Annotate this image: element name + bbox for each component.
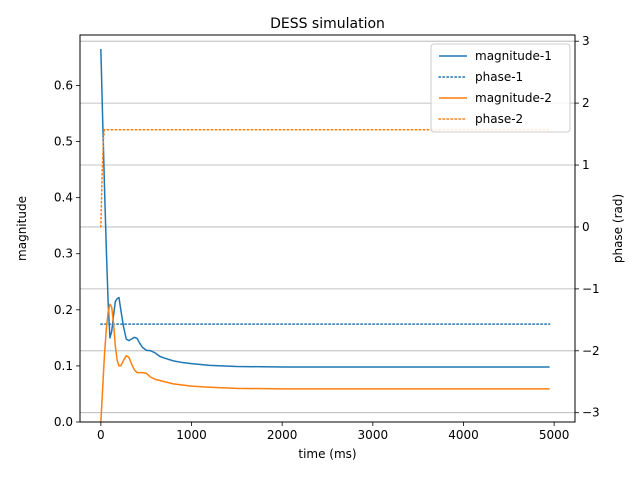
- y-tick-label-right: −2: [582, 344, 600, 358]
- y-axis-title-left: magnitude: [15, 196, 29, 261]
- x-tick-label: 4000: [448, 428, 479, 442]
- y-tick-label-right: 3: [582, 34, 590, 48]
- x-tick-label: 2000: [267, 428, 298, 442]
- x-tick-label: 3000: [358, 428, 389, 442]
- axes-layer: 0 1000 2000 3000 4000 5000 0.0 0.1 0.2 0.3 0.4 0.5 0…: [54, 34, 600, 442]
- series-line-magnitude-2: [100, 303, 550, 423]
- y-tick-label-right: 1: [582, 158, 590, 172]
- legend-label: phase-1: [475, 70, 523, 84]
- y-tick-label-left: 0.6: [54, 78, 73, 92]
- legend-label: phase-2: [475, 112, 523, 126]
- plot-frame: [79, 34, 576, 423]
- legend-box: [430, 43, 571, 133]
- y-tick-label-left: 0.5: [54, 135, 73, 149]
- x-tick-label: 5000: [539, 428, 570, 442]
- y-tick-label-left: 0.3: [54, 247, 73, 261]
- series-line-phase-2: [100, 128, 551, 228]
- legend: magnitude-1 phase-1 magnitude-2 phase-2: [430, 43, 571, 133]
- series-line-magnitude-1: [100, 49, 550, 368]
- x-tick-label: 1000: [176, 428, 207, 442]
- chart-title: DESS simulation: [270, 16, 385, 32]
- x-axis-title: time (ms): [298, 447, 356, 461]
- x-tick-label: 0: [97, 428, 105, 442]
- legend-label: magnitude-1: [475, 49, 552, 63]
- y-tick-label-right: 0: [582, 220, 590, 234]
- y-axis-title-right: phase (rad): [611, 194, 625, 263]
- y-tick-label-left: 0.1: [54, 359, 73, 373]
- y-tick-label-right: 2: [582, 96, 590, 110]
- series-layer: [100, 49, 551, 423]
- y-tick-label-left: 0.0: [54, 415, 73, 429]
- y-tick-label-right: −1: [582, 282, 600, 296]
- y-tick-label-right: −3: [582, 406, 600, 420]
- y-tick-label-left: 0.4: [54, 191, 73, 205]
- legend-label: magnitude-2: [475, 91, 552, 105]
- y-tick-label-left: 0.2: [54, 303, 73, 317]
